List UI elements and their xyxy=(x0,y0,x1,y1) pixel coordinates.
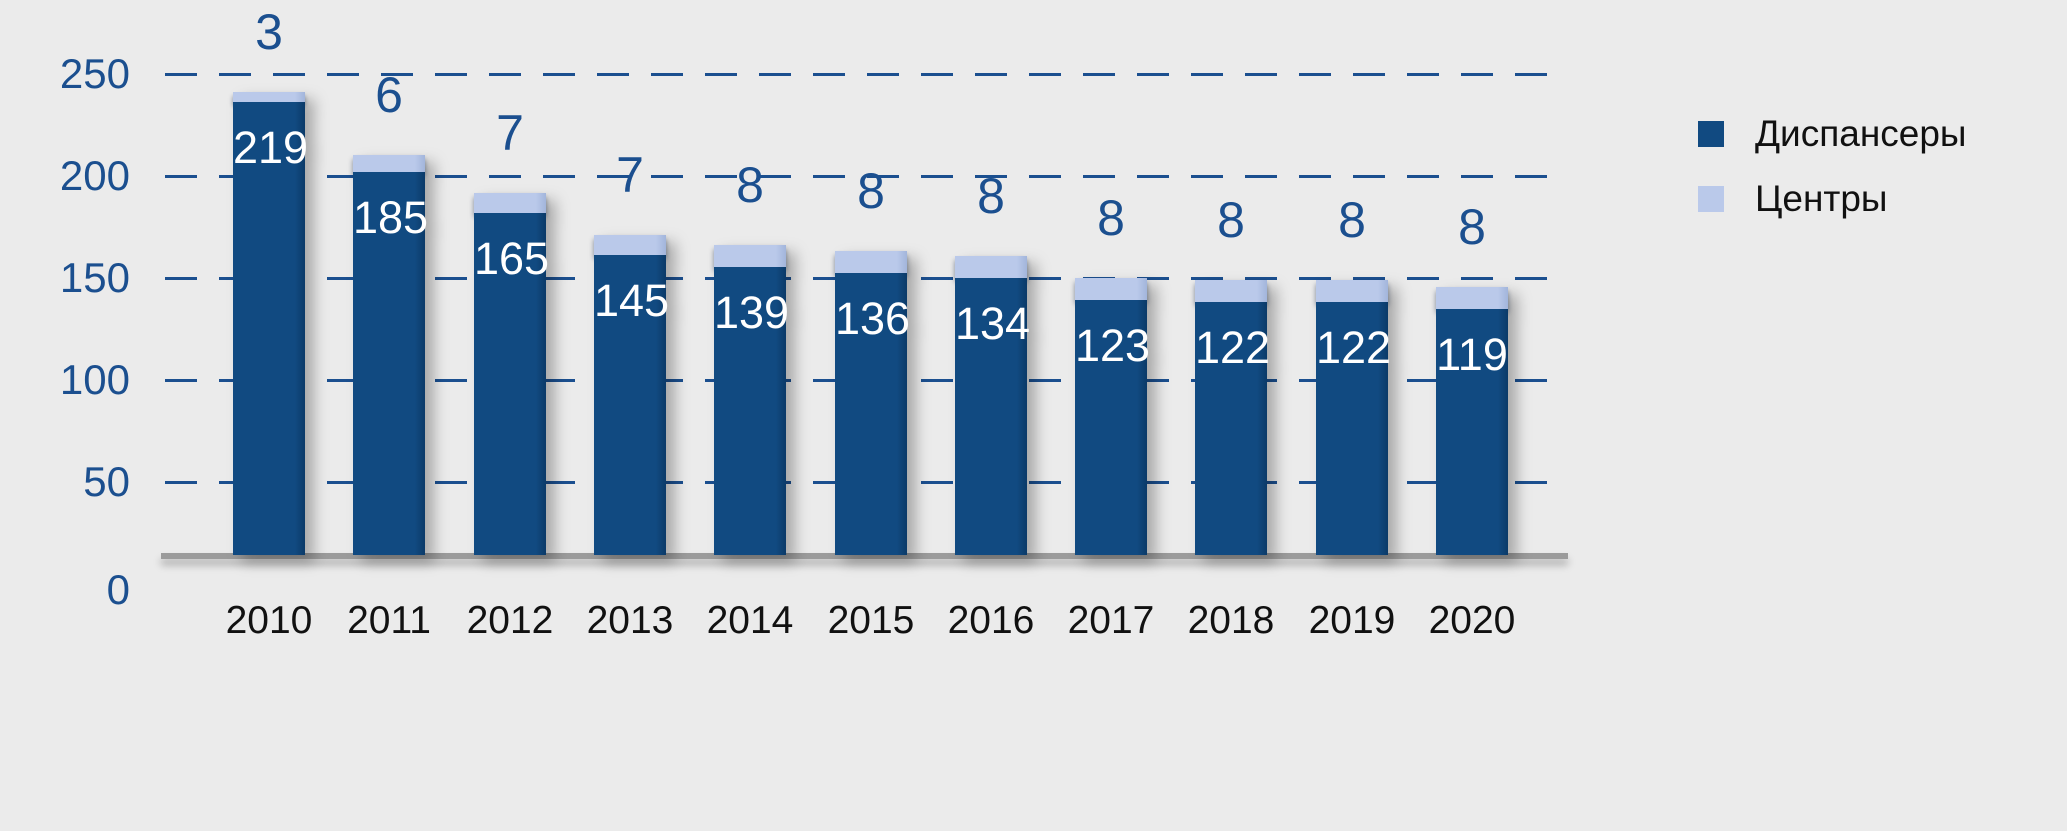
bar-segment-centry-2010 xyxy=(233,92,305,102)
bar-2013: 145 xyxy=(594,235,670,555)
bar-segment-centry-2013 xyxy=(594,235,666,255)
bar-value-label-2014: 139 xyxy=(714,287,790,338)
gridline-250 xyxy=(165,73,1568,76)
bar-top-value-2011: 6 xyxy=(375,67,403,123)
bar-2016: 134 xyxy=(955,256,1031,555)
bar-top-value-2017: 8 xyxy=(1097,190,1125,246)
bar-segment-dispansery-2012 xyxy=(474,213,546,555)
bar-top-value-2018: 8 xyxy=(1217,192,1245,248)
bar-top-value-2010: 3 xyxy=(255,4,283,60)
legend-item-centry: Центры xyxy=(1698,178,1888,220)
bar-top-value-2013: 7 xyxy=(616,147,644,203)
bar-2020: 119 xyxy=(1436,287,1508,555)
bar-segment-dispansery-2010 xyxy=(233,102,305,555)
legend-label-centry: Центры xyxy=(1755,178,1888,219)
x-tick-2011: 2011 xyxy=(347,599,431,642)
bar-segment-dispansery-2014 xyxy=(714,267,786,555)
x-axis-baseline xyxy=(161,553,1568,559)
bar-segment-centry-2019 xyxy=(1316,280,1388,302)
x-tick-2020: 2020 xyxy=(1428,599,1516,642)
bar-segment-dispansery-2013 xyxy=(594,255,666,555)
legend-swatch-centry xyxy=(1698,186,1724,212)
bar-top-value-2012: 7 xyxy=(496,105,524,161)
bar-top-value-2020: 8 xyxy=(1458,199,1486,255)
x-tick-2014: 2014 xyxy=(706,599,794,642)
bar-segment-dispansery-2016 xyxy=(955,278,1027,555)
legend-label-dispansery: Диспансеры xyxy=(1755,113,1967,154)
bar-value-label-2016: 134 xyxy=(955,298,1031,349)
x-tick-2017: 2017 xyxy=(1067,599,1155,642)
bar-segment-centry-2020 xyxy=(1436,287,1508,309)
gridline-200 xyxy=(165,175,1568,178)
bar-value-label-2015: 136 xyxy=(835,293,911,344)
y-tick-100: 100 xyxy=(59,356,130,403)
bar-top-value-2014: 8 xyxy=(736,157,764,213)
bar-segment-dispansery-2015 xyxy=(835,273,907,555)
bar-value-label-2013: 145 xyxy=(594,275,670,326)
bar-2012: 165 xyxy=(474,193,550,555)
x-tick-2015: 2015 xyxy=(827,599,915,642)
bar-2014: 139 xyxy=(714,245,790,555)
bar-value-label-2012: 165 xyxy=(474,233,550,284)
legend-item-dispansery: Диспансеры xyxy=(1698,113,1967,155)
bar-top-value-2015: 8 xyxy=(857,163,885,219)
bar-segment-centry-2014 xyxy=(714,245,786,267)
bar-segment-centry-2012 xyxy=(474,193,546,213)
legend-swatch-dispansery xyxy=(1698,121,1724,147)
y-tick-200: 200 xyxy=(59,152,130,199)
bar-top-value-2019: 8 xyxy=(1338,192,1366,248)
bar-2015: 136 xyxy=(835,251,911,555)
bar-2011: 185 xyxy=(353,155,429,555)
bar-segment-centry-2018 xyxy=(1195,280,1267,302)
x-tick-2013: 2013 xyxy=(586,599,674,642)
bar-value-label-2018: 122 xyxy=(1195,322,1271,373)
bar-2010: 219 xyxy=(233,92,309,555)
x-tick-2018: 2018 xyxy=(1187,599,1275,642)
bar-value-label-2017: 123 xyxy=(1075,320,1151,371)
x-tick-2016: 2016 xyxy=(947,599,1035,642)
bar-segment-dispansery-2011 xyxy=(353,172,425,555)
y-tick-0: 0 xyxy=(106,566,130,613)
bar-segment-centry-2016 xyxy=(955,256,1027,278)
bar-value-label-2010: 219 xyxy=(233,122,309,173)
bar-segment-dispansery-2017 xyxy=(1075,300,1147,555)
bar-value-label-2020: 119 xyxy=(1436,329,1508,380)
bar-top-value-2016: 8 xyxy=(977,168,1005,224)
bar-2018: 122 xyxy=(1195,280,1271,555)
x-tick-2019: 2019 xyxy=(1308,599,1396,642)
x-tick-2010: 2010 xyxy=(225,599,313,642)
bar-2019: 122 xyxy=(1316,280,1392,555)
bar-value-label-2019: 122 xyxy=(1316,322,1392,373)
bar-segment-centry-2015 xyxy=(835,251,907,273)
y-tick-150: 150 xyxy=(59,254,130,301)
bar-2017: 123 xyxy=(1075,278,1151,555)
bar-segment-centry-2011 xyxy=(353,155,425,172)
bar-segment-dispansery-2020 xyxy=(1436,309,1508,555)
bar-segment-centry-2017 xyxy=(1075,278,1147,300)
bar-segment-dispansery-2019 xyxy=(1316,302,1388,555)
y-tick-250: 250 xyxy=(59,50,130,97)
y-tick-50: 50 xyxy=(83,458,130,505)
bar-segment-dispansery-2018 xyxy=(1195,302,1267,555)
x-tick-2012: 2012 xyxy=(466,599,554,642)
bar-value-label-2011: 185 xyxy=(353,192,429,243)
